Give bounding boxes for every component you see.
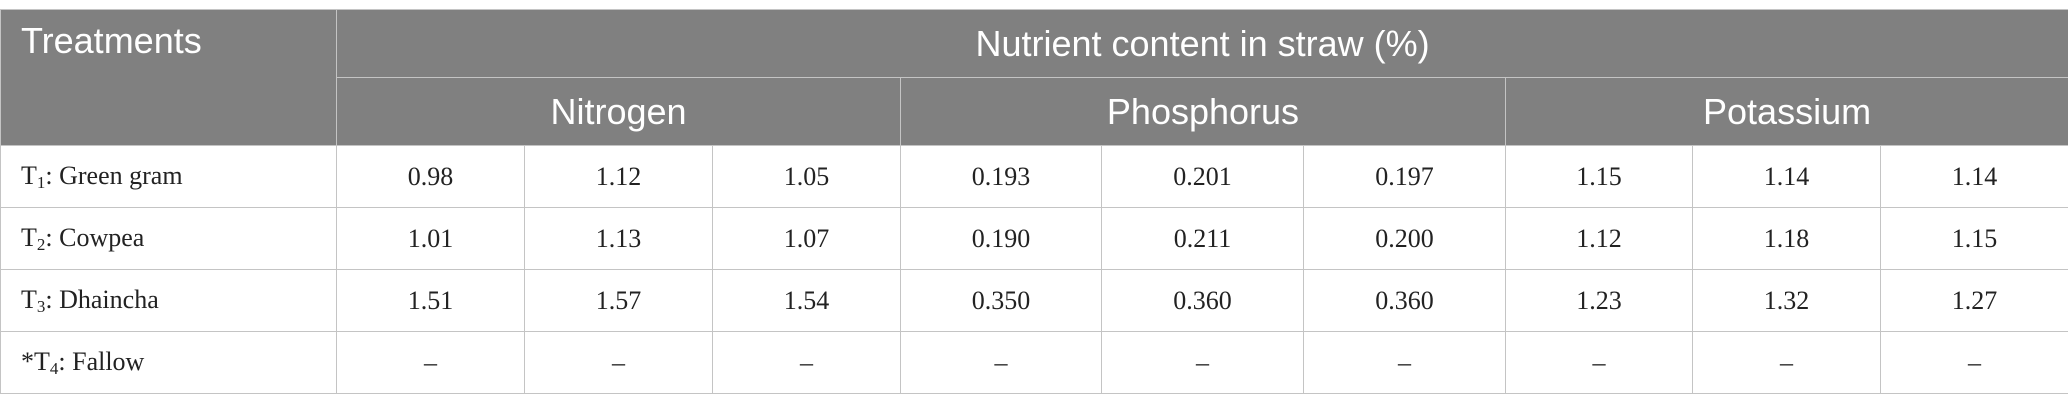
treatment-subscript: 4 — [49, 358, 59, 378]
value-cell: 1.14 — [1692, 145, 1881, 208]
table-row: T2: Cowpea 1.01 1.13 1.07 0.190 0.211 0.200 1.1… — [0, 207, 2068, 270]
value-cell: 0.360 — [1101, 269, 1304, 332]
value-cell: 1.27 — [1879, 269, 2068, 332]
value-cell: – — [1879, 331, 2068, 394]
treatment-name: : Fallow — [58, 346, 145, 376]
value-cell: 0.98 — [336, 145, 525, 208]
table-row: T1: Green gram 0.98 1.12 1.05 0.193 0.201 0.19… — [0, 145, 2068, 208]
value-cell: 1.23 — [1505, 269, 1693, 332]
group-header: Potassium — [1504, 77, 2068, 146]
treatment-subscript: 1 — [36, 172, 46, 192]
value-cell: – — [1505, 331, 1693, 394]
treatments-header: Treatments — [0, 9, 337, 146]
value-cell: – — [1101, 331, 1304, 394]
value-cell: 1.51 — [336, 269, 525, 332]
value-cell: 0.197 — [1303, 145, 1506, 208]
value-cell: 1.54 — [712, 269, 901, 332]
nutrient-table: Treatments Nutrient content in straw (%)… — [0, 9, 2068, 394]
group-header: Phosphorus — [900, 77, 1506, 146]
value-cell: – — [1303, 331, 1506, 394]
treatment-name: : Cowpea — [45, 222, 145, 252]
value-cell: 1.05 — [712, 145, 901, 208]
table-row: *T4: Fallow – – – – – – – – – — [0, 331, 2068, 394]
value-cell: 1.07 — [712, 207, 901, 270]
value-cell: – — [336, 331, 525, 394]
treatment-prefix: T — [21, 222, 37, 252]
value-cell: 1.14 — [1879, 145, 2068, 208]
value-cell: 1.32 — [1692, 269, 1881, 332]
value-cell: 0.200 — [1303, 207, 1506, 270]
value-cell: 1.13 — [524, 207, 713, 270]
value-cell: – — [900, 331, 1102, 394]
treatment-name: : Dhaincha — [45, 284, 159, 314]
value-cell: – — [1692, 331, 1881, 394]
value-cell: 1.12 — [1505, 207, 1693, 270]
treatment-cell: T2: Cowpea — [0, 207, 337, 270]
treatment-name: : Green gram — [45, 160, 183, 190]
value-cell: 0.350 — [900, 269, 1102, 332]
value-cell: 1.12 — [524, 145, 713, 208]
value-cell: 1.15 — [1505, 145, 1693, 208]
value-cell: 0.360 — [1303, 269, 1506, 332]
value-cell: – — [524, 331, 713, 394]
treatment-cell: T1: Green gram — [0, 145, 337, 208]
group-header: Nitrogen — [336, 77, 901, 146]
treatment-prefix: T — [21, 284, 37, 314]
value-cell: 1.15 — [1879, 207, 2068, 270]
value-cell: – — [712, 331, 901, 394]
value-cell: 0.190 — [900, 207, 1102, 270]
value-cell: 0.211 — [1101, 207, 1304, 270]
value-cell: 1.57 — [524, 269, 713, 332]
treatment-prefix: T — [21, 160, 37, 190]
value-cell: 0.193 — [900, 145, 1102, 208]
treatment-subscript: 2 — [36, 234, 46, 254]
value-cell: 1.01 — [336, 207, 525, 270]
value-cell: 0.201 — [1101, 145, 1304, 208]
treatment-cell: *T4: Fallow — [0, 331, 337, 394]
value-cell: 1.18 — [1692, 207, 1881, 270]
table-row: T3: Dhaincha 1.51 1.57 1.54 0.350 0.360 0.360 1… — [0, 269, 2068, 332]
treatment-subscript: 3 — [36, 296, 46, 316]
treatment-cell: T3: Dhaincha — [0, 269, 337, 332]
treatment-prefix: *T — [21, 346, 50, 376]
table-title: Nutrient content in straw (%) — [335, 9, 2068, 78]
